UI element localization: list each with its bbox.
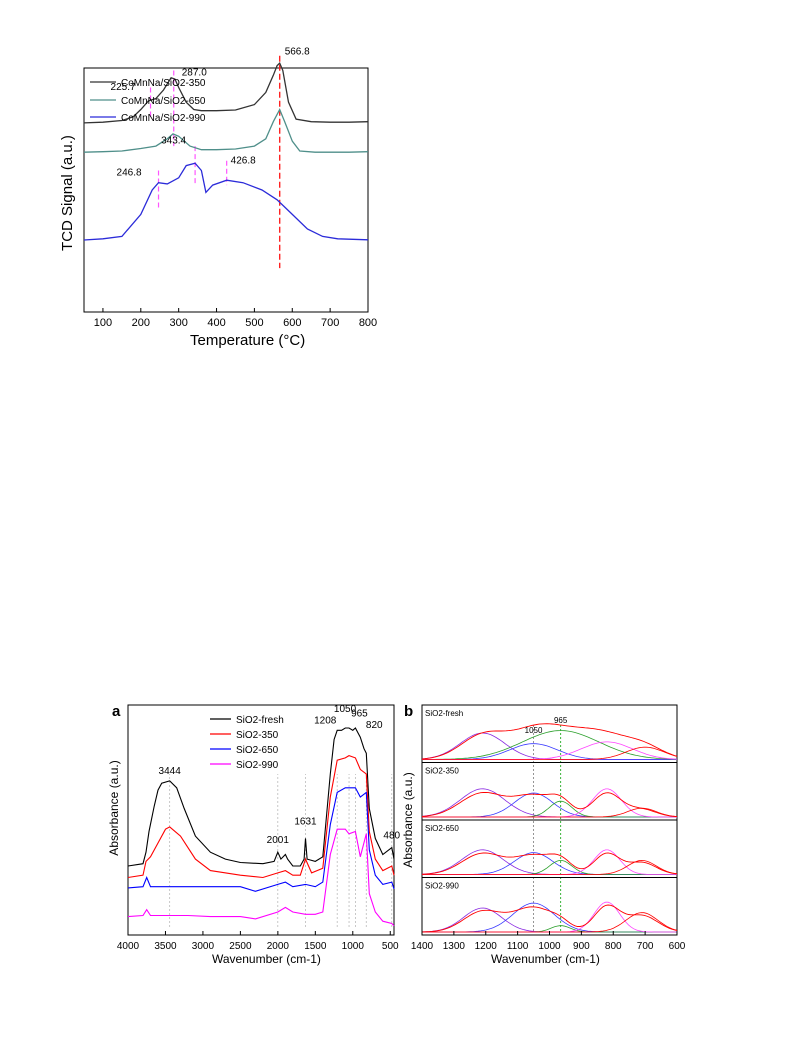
panel-a-y-axis-label: Absorbance (a.u.)	[107, 760, 121, 855]
panel-b-component-curve	[422, 901, 677, 933]
panel-a-series-lines	[127, 727, 395, 927]
panel-b-envelope-curve	[421, 904, 678, 933]
panel-b-envelope-curve	[421, 852, 678, 875]
tpr-annotation-lines	[149, 55, 281, 269]
tpr-annotation-label: 225.7	[111, 82, 136, 93]
panel-b-x-tick-label: 900	[573, 941, 590, 952]
panel-a-x-tick-label: 1000	[342, 941, 365, 952]
legend-350-pre: CoMnNa/SiO2-350	[121, 78, 206, 89]
panel-a-series-line-2	[127, 787, 395, 892]
tpr-x-tick-label: 600	[283, 317, 301, 329]
panel-a-x-tick-label: 3500	[154, 941, 177, 952]
panel-b-subpanel-label: SiO2-fresh	[425, 709, 463, 718]
panel-b-subpanel-label: SiO2-650	[425, 824, 459, 833]
panel-a-x-tick-label: 500	[382, 941, 399, 952]
panel-a-legend-650: SiO2-650	[236, 745, 279, 756]
tpr-annotation-label: 566.8	[285, 47, 310, 58]
ftir-panel-b: b SiO2-fresh SiO2-350 SiO2-650 SiO2-990 1050…	[401, 703, 686, 966]
panel-a-peak-label: 3444	[159, 766, 182, 777]
panel-a-series-line-0	[127, 727, 395, 867]
tpr-series-line-2	[83, 162, 369, 241]
panel-b-component-curve	[422, 792, 677, 818]
panel-a-peak-label: 2001	[267, 835, 290, 846]
panel-b-reference-label: 965	[554, 716, 568, 725]
panel-b-component-curve	[421, 730, 677, 760]
panel-a-label: a	[112, 703, 121, 720]
panel-b-subpanel-label: SiO2-990	[425, 882, 459, 891]
tpr-series-lines	[83, 61, 369, 241]
panel-a-peak-label: 965	[351, 709, 368, 720]
panel-b-envelope-curve	[421, 723, 678, 760]
tpr-legend-350: CoMnNa/SiO2-350	[121, 78, 206, 89]
panel-a-x-axis-label: Wavenumber (cm-1)	[212, 952, 321, 966]
tpr-chart: 100 200 300 400 500 600 700 800 225.7 287.0 566.8…	[59, 47, 377, 349]
panel-b-x-tick-label: 1000	[538, 941, 561, 952]
tpr-annotation-label: 426.8	[231, 156, 256, 167]
panel-b-x-tick-label: 1400	[411, 941, 434, 952]
panel-a-series-line-3	[127, 828, 395, 927]
panel-b-x-tick-label: 800	[605, 941, 622, 952]
tpr-x-tick-label: 800	[359, 317, 377, 329]
tpr-legend-650: CoMnNa/SiO2-650	[121, 96, 206, 107]
panel-b-x-ticks: 1400 1300 1200 1100 1000 900 800 700 600	[411, 931, 686, 952]
tpr-annotation-label: 246.8	[117, 167, 142, 178]
tpr-x-tick-label: 700	[321, 317, 339, 329]
panel-b-component-curve	[422, 902, 677, 933]
panel-a-peak-label: 1050	[334, 704, 357, 715]
tpr-series-line-0	[83, 61, 369, 124]
tpr-annotation-label: 287.0	[182, 67, 207, 78]
panel-a-peak-label: 1208	[314, 715, 337, 726]
panel-b-reference-label: 1050	[525, 726, 543, 735]
tpr-y-axis-label: TCD Signal (a.u.)	[59, 135, 76, 251]
tpr-legend-990: CoMnNa/SiO2-990	[121, 113, 206, 124]
panel-a-series-line-1	[127, 754, 395, 879]
legend-990-text: CoMnNa/SiO2-990	[121, 113, 206, 124]
panel-a-peak-label: 480	[383, 830, 400, 841]
panel-b-x-tick-label: 1100	[507, 941, 529, 952]
legend-650-text: CoMnNa/SiO2-650	[121, 96, 206, 107]
tpr-x-tick-label: 400	[207, 317, 225, 329]
panel-b-subpanels: SiO2-fresh SiO2-350 SiO2-650 SiO2-990 1050 96…	[421, 709, 678, 933]
panel-b-x-tick-label: 1300	[443, 941, 466, 952]
panel-b-label: b	[404, 703, 413, 720]
panel-a-x-tick-label: 2500	[229, 941, 252, 952]
panel-b-x-tick-label: 1200	[475, 941, 498, 952]
tpr-series-line-1	[83, 107, 369, 153]
tpr-x-ticks: 100 200 300 400 500 600 700 800	[94, 308, 377, 329]
panel-a-x-ticks: 4000 3500 3000 2500 2000 1500 1000 500	[117, 931, 399, 952]
panel-a-x-tick-label: 4000	[117, 941, 140, 952]
tpr-x-axis-label: Temperature (°C)	[190, 332, 305, 349]
tpr-x-tick-label: 500	[245, 317, 263, 329]
panel-b-envelope-curve	[421, 791, 678, 818]
tpr-x-tick-label: 200	[132, 317, 150, 329]
tpr-x-tick-label: 300	[169, 317, 187, 329]
tpr-plot-frame	[83, 67, 369, 313]
tpr-legend: CoMnNa/SiO2-350 CoMnNa/SiO2-650 CoMnNa/S…	[90, 78, 206, 124]
panel-a-legend: SiO2-fresh SiO2-350 SiO2-650 SiO2-990	[210, 715, 284, 771]
panel-b-x-axis-label: Wavenumber (cm-1)	[491, 952, 600, 966]
panel-a-x-tick-label: 2000	[267, 941, 290, 952]
panel-b-component-curve	[422, 807, 678, 818]
panel-a-peak-label: 820	[366, 720, 383, 731]
panel-b-component-curve	[422, 746, 678, 760]
tpr-x-tick-label: 100	[94, 317, 112, 329]
panel-a-reference-lines	[169, 774, 393, 927]
panel-a-peak-label: 1631	[294, 817, 317, 828]
panel-a-plot-frame	[127, 704, 395, 936]
panel-b-x-tick-label: 600	[669, 941, 686, 952]
tpr-annotation-labels: 225.7 287.0 566.8 246.8 343.4 426.8	[111, 47, 311, 179]
tpr-annotation-label: 343.4	[161, 136, 186, 147]
panel-a-legend-350: SiO2-350	[236, 730, 279, 741]
panel-a-legend-990: SiO2-990	[236, 760, 279, 771]
panel-b-y-axis-label: Absorbance (a.u.)	[401, 772, 415, 867]
panel-a-x-tick-label: 3000	[192, 941, 215, 952]
panel-a-x-tick-label: 1500	[304, 941, 327, 952]
panel-b-component-curve	[422, 852, 677, 875]
panel-a-legend-fresh: SiO2-fresh	[236, 715, 284, 726]
ftir-panel-a: a 4000 3500 3000 2500 2000 1500 1000 500 3444 20…	[107, 703, 401, 966]
panel-b-subpanel-label: SiO2-350	[425, 767, 459, 776]
panel-b-x-tick-label: 700	[637, 941, 654, 952]
